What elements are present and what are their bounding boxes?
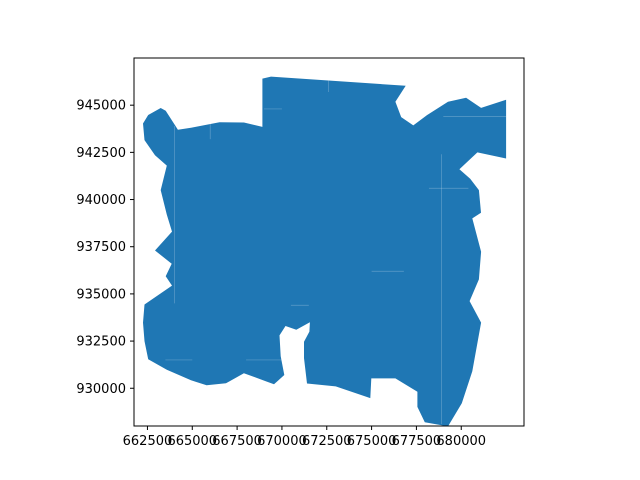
- x-tick-label: 680000: [436, 434, 486, 449]
- y-tick-label: 942500: [76, 146, 126, 161]
- y-tick-label: 945000: [76, 99, 126, 114]
- area-polygons: [143, 76, 507, 427]
- x-tick-label: 665000: [167, 434, 217, 449]
- x-tick-label: 670000: [257, 434, 307, 449]
- axes-frame: [133, 57, 525, 427]
- x-tick-label: 662500: [123, 434, 173, 449]
- boundary-seams: [165, 80, 507, 425]
- y-tick-label: 932500: [76, 335, 126, 350]
- y-tick-label: 937500: [76, 240, 126, 255]
- x-tick-label: 672500: [302, 434, 352, 449]
- x-tick-label: 677500: [392, 434, 442, 449]
- y-tick-label: 940000: [76, 193, 126, 208]
- region-polygon: [143, 76, 507, 427]
- x-tick-label: 667500: [212, 434, 262, 449]
- y-tick-label: 930000: [76, 382, 126, 397]
- x-tick-label: 675000: [347, 434, 397, 449]
- y-axis: 930000 932500 935000 937500 940000 942500 9450…: [76, 99, 134, 397]
- y-tick-label: 935000: [76, 287, 126, 302]
- x-axis: 6625006650006675006700006725006750006775…: [123, 426, 486, 449]
